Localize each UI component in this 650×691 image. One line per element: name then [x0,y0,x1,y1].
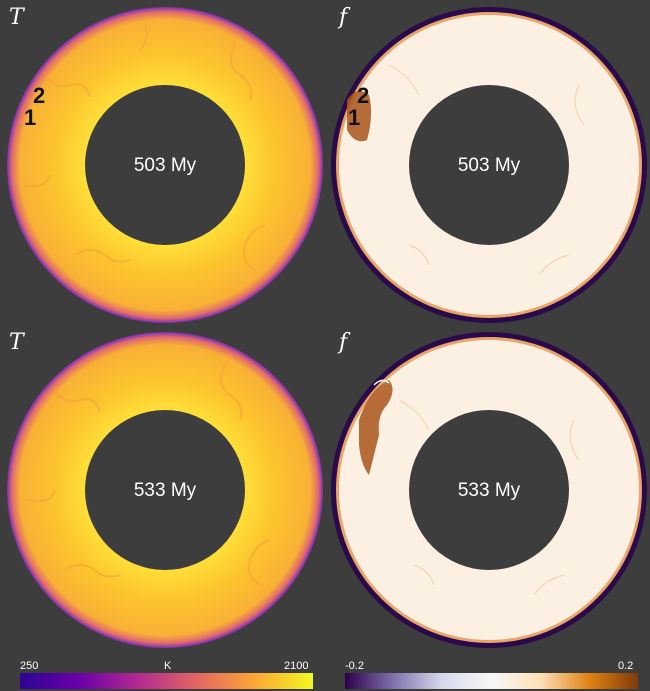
core [85,85,245,245]
marker-2: 2 [357,83,370,108]
marker-1: 1 [24,105,37,130]
composition-streaks [388,64,585,276]
composition-annulus-503 [331,7,647,323]
time-label: 533 My [133,480,197,501]
composition-panel-503: f 503 My 2 1 [329,5,649,325]
plume-structures [24,24,266,271]
time-label: 503 My [133,155,197,176]
dense-pile [359,380,393,475]
variable-label: T [9,5,24,30]
plume-structures [29,364,271,586]
temperature-colorbar [20,673,313,689]
temperature-panel-503: T 503 My 2 1 [5,5,325,325]
composition-colorbar [345,673,638,689]
temperature-annulus-503 [7,7,323,323]
composition-colorbar-max: 0.2 [618,660,634,672]
core [409,85,569,245]
temperature-annulus-533 [7,332,323,648]
marker-2: 2 [33,83,46,108]
time-label: 503 My [457,155,521,176]
core [409,410,569,570]
variable-label: f [339,330,348,355]
composition-colorbar-min: -0.2 [345,660,364,672]
plume-edge [373,379,390,386]
core [85,410,245,570]
temperature-colorbar-min: 250 [20,660,39,672]
composition-panel-533: f 533 My [329,330,649,650]
composition-annulus-533 [331,332,647,648]
composition-streaks [398,399,580,596]
dense-pile [347,91,372,142]
temperature-panel-533: T 533 My [5,330,325,650]
temperature-colorbar-unit: K [164,660,172,672]
time-label: 533 My [457,480,521,501]
marker-1: 1 [348,105,361,130]
variable-label: f [339,5,348,30]
variable-label: T [9,330,24,355]
temperature-colorbar-max: 2100 [284,660,309,672]
